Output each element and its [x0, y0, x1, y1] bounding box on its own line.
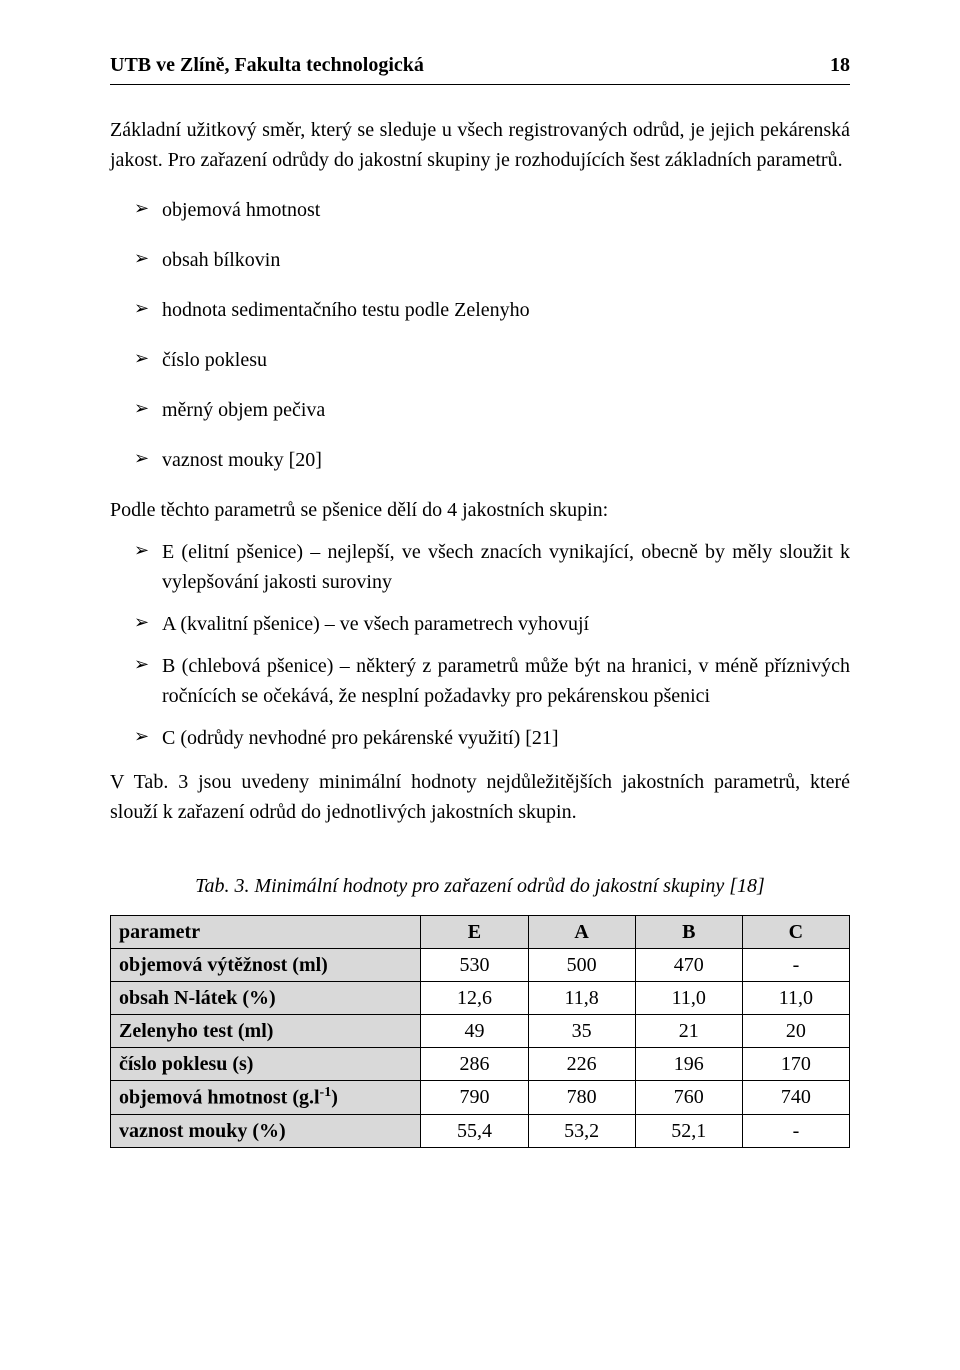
table-caption: Tab. 3. Minimální hodnoty pro zařazení o…	[110, 871, 850, 901]
header-left: UTB ve Zlíně, Fakulta technologická	[110, 50, 424, 80]
table-cell: 55,4	[421, 1114, 528, 1147]
column-header-a: A	[528, 916, 635, 949]
table-cell: 35	[528, 1015, 635, 1048]
header-rule	[110, 84, 850, 85]
list-item: C (odrůdy nevhodné pro pekárenské využit…	[110, 723, 850, 753]
table-cell: -	[742, 1114, 849, 1147]
row-label: objemová výtěžnost (ml)	[111, 949, 421, 982]
table-cell: 196	[635, 1048, 742, 1081]
list-item: B (chlebová pšenice) – některý z paramet…	[110, 651, 850, 711]
table-cell: 780	[528, 1081, 635, 1115]
table-cell: 11,0	[635, 982, 742, 1015]
table-row: obsah N-látek (%)12,611,811,011,0	[111, 982, 850, 1015]
table-body: objemová výtěžnost (ml)530500470-obsah N…	[111, 949, 850, 1148]
header-page-number: 18	[830, 50, 850, 80]
table-cell: 500	[528, 949, 635, 982]
table-row: Zelenyho test (ml)49352120	[111, 1015, 850, 1048]
list-item: hodnota sedimentačního testu podle Zelen…	[110, 295, 850, 325]
table-row: vaznost mouky (%)55,453,252,1-	[111, 1114, 850, 1147]
table-row: objemová hmotnost (g.l-1)790780760740	[111, 1081, 850, 1115]
table-cell: 470	[635, 949, 742, 982]
quality-groups-table: parametr E A B C objemová výtěžnost (ml)…	[110, 915, 850, 1148]
table-cell: 52,1	[635, 1114, 742, 1147]
table-cell: 11,8	[528, 982, 635, 1015]
column-header-b: B	[635, 916, 742, 949]
table-cell: -	[742, 949, 849, 982]
groups-intro: Podle těchto parametrů se pšenice dělí d…	[110, 495, 850, 525]
list-item: vaznost mouky [20]	[110, 445, 850, 475]
groups-list: E (elitní pšenice) – nejlepší, ve všech …	[110, 537, 850, 753]
table-row: objemová výtěžnost (ml)530500470-	[111, 949, 850, 982]
column-header-c: C	[742, 916, 849, 949]
list-item: měrný objem pečiva	[110, 395, 850, 425]
row-label: vaznost mouky (%)	[111, 1114, 421, 1147]
table-cell: 790	[421, 1081, 528, 1115]
column-header-e: E	[421, 916, 528, 949]
table-cell: 20	[742, 1015, 849, 1048]
row-label: číslo poklesu (s)	[111, 1048, 421, 1081]
list-item: obsah bílkovin	[110, 245, 850, 275]
row-label: objemová hmotnost (g.l-1)	[111, 1081, 421, 1115]
row-label: obsah N-látek (%)	[111, 982, 421, 1015]
parameter-list: objemová hmotnost obsah bílkovin hodnota…	[110, 195, 850, 475]
table-row: číslo poklesu (s)286226196170	[111, 1048, 850, 1081]
table-cell: 21	[635, 1015, 742, 1048]
list-item: objemová hmotnost	[110, 195, 850, 225]
table-cell: 530	[421, 949, 528, 982]
list-item: A (kvalitní pšenice) – ve všech parametr…	[110, 609, 850, 639]
table-cell: 226	[528, 1048, 635, 1081]
list-item: E (elitní pšenice) – nejlepší, ve všech …	[110, 537, 850, 597]
table-cell: 53,2	[528, 1114, 635, 1147]
page-header: UTB ve Zlíně, Fakulta technologická 18	[110, 50, 850, 80]
table-cell: 49	[421, 1015, 528, 1048]
table-cell: 11,0	[742, 982, 849, 1015]
table-cell: 286	[421, 1048, 528, 1081]
table-cell: 12,6	[421, 982, 528, 1015]
outro-paragraph: V Tab. 3 jsou uvedeny minimální hodnoty …	[110, 767, 850, 827]
intro-paragraph: Základní užitkový směr, který se sleduje…	[110, 115, 850, 175]
table-cell: 740	[742, 1081, 849, 1115]
row-label: Zelenyho test (ml)	[111, 1015, 421, 1048]
table-cell: 760	[635, 1081, 742, 1115]
list-item: číslo poklesu	[110, 345, 850, 375]
table-header-row: parametr E A B C	[111, 916, 850, 949]
table-cell: 170	[742, 1048, 849, 1081]
column-header-parametr: parametr	[111, 916, 421, 949]
